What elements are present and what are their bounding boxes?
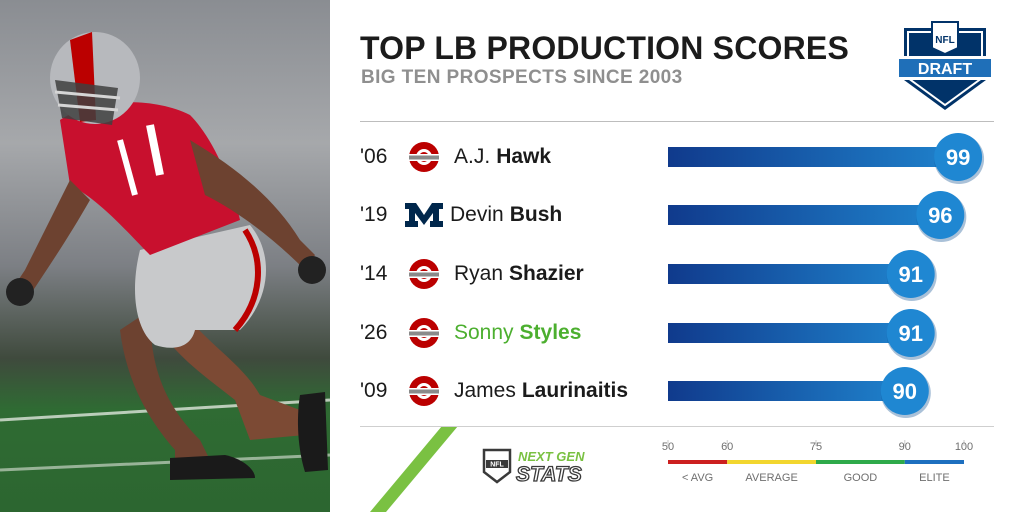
legend-band [727,460,816,464]
player-first-name: James [454,379,516,402]
nfl-shield-text: NFL [935,35,954,46]
draft-logo-text: DRAFT [918,61,972,78]
legend-band-label: GOOD [844,472,878,484]
bar [668,205,941,225]
legend-band [668,460,728,464]
player-first-name: Ryan [454,262,504,285]
bar [668,264,911,284]
bar-chart: 99 96 91 91 90 < AVG AVERAGE GOOD ELITE 50 60 75 90… [370,133,985,512]
draft-year: '19 [360,203,388,226]
legend-tick-label: 90 [899,441,911,453]
value-label: 90 [893,379,917,404]
bar [668,147,959,167]
draft-year: '26 [360,321,388,344]
legend-tick-label: 60 [721,441,733,453]
value-badge [880,367,929,415]
player-first-name: Devin [450,203,504,226]
legend-band [904,460,964,464]
draft-year: '09 [360,379,388,402]
ohio-state-logo-icon [407,318,441,348]
player-name: Sonny Styles [454,321,581,345]
legend-band [816,460,905,464]
next-gen-stats-logo: NFL NEXT GEN STATS [480,446,615,487]
table-row: '09 James Laurinaitis [360,371,1000,411]
value-label: 99 [946,145,970,170]
player-name: Devin Bush [450,203,562,227]
legend-band-label: AVERAGE [745,472,797,484]
value-badge [886,309,935,357]
value-badge [916,191,965,239]
green-accent-stripe [370,426,458,512]
bar [668,323,911,343]
legend-tick-label: 75 [810,441,822,453]
player-first-name: A.J. [454,145,491,168]
player-last-name: Styles [519,321,582,344]
draft-year: '06 [360,145,388,168]
chart-subtitle: BIG TEN PROSPECTS SINCE 2003 [361,67,683,88]
michigan-m-logo-icon [405,203,443,227]
player-illustration [0,32,330,480]
value-label: 91 [898,262,922,287]
player-name: Ryan Shazier [454,262,584,286]
player-first-name: Sonny [454,321,514,344]
chart-panel: TOP LB PRODUCTION SCORES BIG TEN PROSPEC… [330,0,1024,512]
legend-tick-label: 100 [955,441,973,453]
header-divider [360,121,994,122]
table-row: '26 Sonny Styles [360,313,1000,353]
ngs-line2: STATS [516,463,582,486]
player-last-name: Bush [509,203,563,226]
player-last-name: Hawk [496,145,552,168]
ohio-state-logo-icon [407,142,441,172]
player-photo [0,0,330,512]
next-gen-stats-mark: NFL NEXT GEN STATS [482,448,585,487]
value-badge [934,133,983,181]
legend-band-label: ELITE [919,472,950,484]
nfl-draft-logo: DRAFT NFL [896,21,994,110]
player-name: James Laurinaitis [454,379,628,403]
chart-title: TOP LB PRODUCTION SCORES [360,30,850,66]
table-row: '19 Devin Bush [360,195,1000,235]
ngs-nfl-text: NFL [490,462,504,469]
player-last-name: Shazier [509,262,584,285]
ohio-state-logo-icon [407,376,441,406]
ngs-line1: NEXT GEN [518,449,585,464]
legend-band-label: < AVG [682,472,713,484]
table-row: '14 Ryan Shazier [360,254,1000,294]
player-name: A.J. Hawk [454,145,551,169]
bar [668,381,905,401]
table-row: '06 A.J. Hawk [360,137,1000,177]
legend-tick-label: 50 [662,441,674,453]
draft-year: '14 [360,262,388,285]
player-last-name: Laurinaitis [521,379,629,402]
value-label: 91 [898,321,922,346]
ohio-state-logo-icon [407,259,441,289]
value-badge [886,250,935,298]
value-label: 96 [928,203,952,228]
footer-divider [360,426,994,427]
